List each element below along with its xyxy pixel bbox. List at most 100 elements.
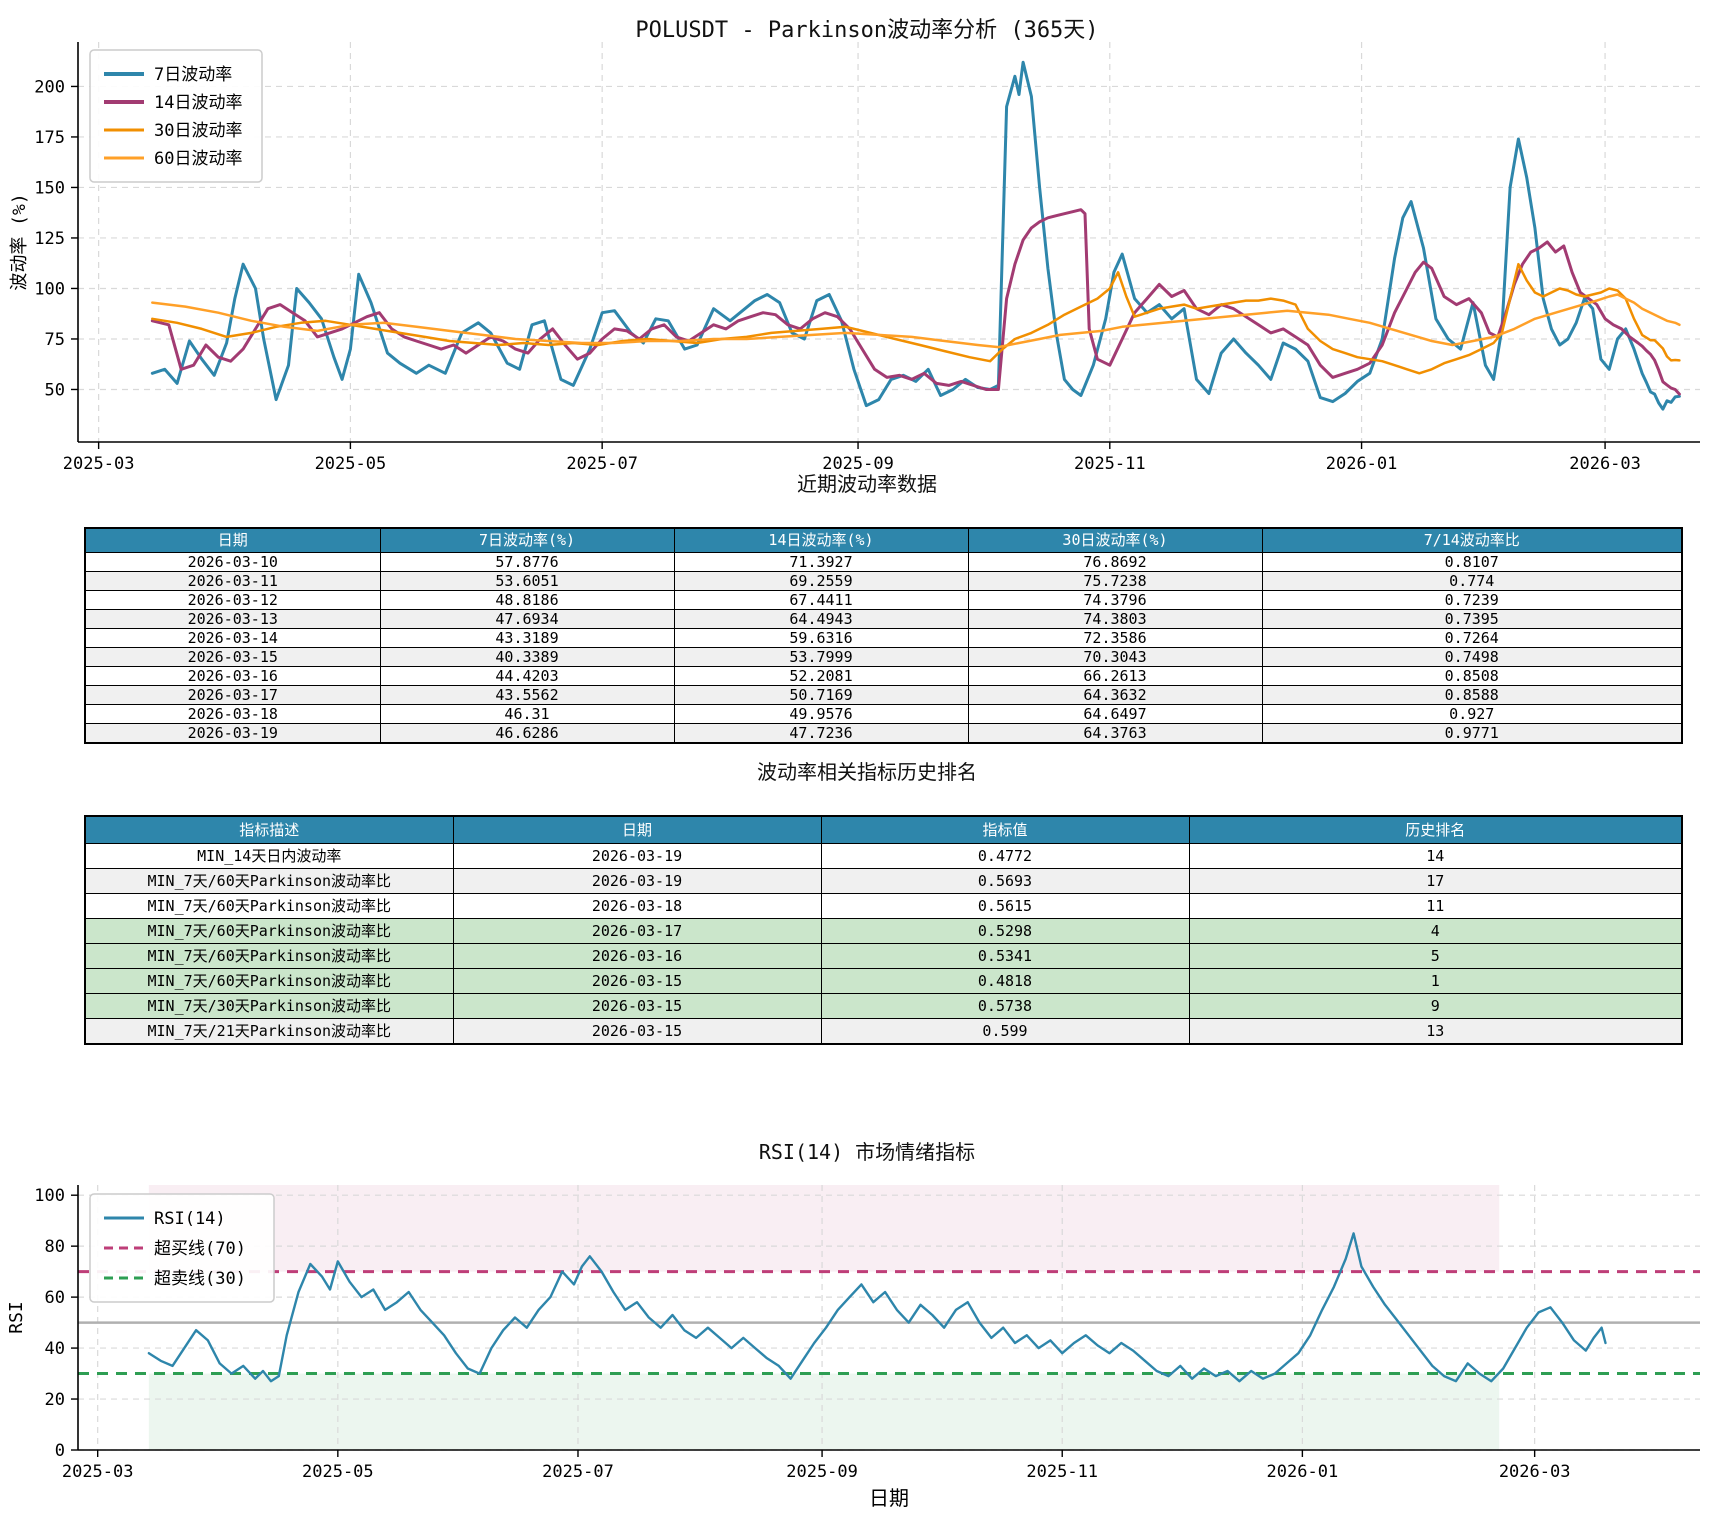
- table-cell: 0.8588: [1261, 685, 1683, 705]
- table-row: MIN_7天/60天Parkinson波动率比 2026-03-16 0.5341 5: [84, 943, 1683, 969]
- table-row: 2026-03-10 57.8776 71.3927 76.8692 0.8107: [84, 552, 1683, 572]
- y-tick-label: 100: [34, 1186, 65, 1206]
- table-cell: 2026-03-16: [84, 666, 381, 686]
- y-tick-label: 80: [45, 1237, 65, 1257]
- table-cell: 66.2613: [967, 666, 1263, 686]
- table-cell: 64.6497: [967, 704, 1263, 724]
- table-cell: 76.8692: [967, 552, 1263, 572]
- table-cell: MIN_14天日内波动率: [84, 843, 454, 869]
- table-cell: 2026-03-18: [84, 704, 381, 724]
- table-row: 2026-03-16 44.4203 52.2081 66.2613 0.8508: [84, 666, 1683, 686]
- table-cell: 74.3796: [967, 590, 1263, 610]
- table-cell: 0.8508: [1261, 666, 1683, 686]
- table-cell: 46.6286: [379, 723, 675, 744]
- legend-box: [89, 1193, 275, 1303]
- column-header: 日期: [84, 527, 381, 553]
- indicator-ranking-section-title: 波动率相关指标历史排名: [757, 760, 977, 784]
- table-cell: 46.31: [379, 704, 675, 724]
- table-cell: 2026-03-14: [84, 628, 381, 648]
- table-cell: 0.599: [820, 1018, 1190, 1045]
- table-cell: 44.4203: [379, 666, 675, 686]
- table-cell: 64.4943: [673, 609, 969, 629]
- x-tick-label: 2025-03: [63, 454, 135, 470]
- series-line-1: [150, 208, 1681, 396]
- table-row: MIN_14天日内波动率 2026-03-19 0.4772 14: [84, 843, 1683, 869]
- table-row: MIN_7天/60天Parkinson波动率比 2026-03-18 0.5615 1…: [84, 893, 1683, 919]
- table-cell: 2026-03-15: [452, 1018, 822, 1045]
- table-cell: 2026-03-15: [452, 968, 822, 994]
- table-cell: 74.3803: [967, 609, 1263, 629]
- table-cell: 1: [1188, 968, 1683, 994]
- y-axis-label: RSI: [6, 1301, 27, 1334]
- table-cell: 49.9576: [673, 704, 969, 724]
- series-line-0: [147, 1232, 1607, 1383]
- table-cell: 0.4772: [820, 843, 1190, 869]
- table-cell: 2026-03-10: [84, 552, 381, 572]
- table-cell: 50.7169: [673, 685, 969, 705]
- table-row: 2026-03-15 40.3389 53.7999 70.3043 0.7498: [84, 647, 1683, 667]
- table-cell: 40.3389: [379, 647, 675, 667]
- table-cell: 4: [1188, 918, 1683, 944]
- table-cell: 2026-03-13: [84, 609, 381, 629]
- legend-label: RSI(14): [154, 1209, 226, 1229]
- legend-label: 30日波动率: [154, 121, 242, 141]
- series-line-2: [151, 262, 1681, 375]
- table-cell: 2026-03-11: [84, 571, 381, 591]
- table-row: MIN_7天/21天Parkinson波动率比 2026-03-15 0.599 13: [84, 1018, 1683, 1045]
- table-cell: 2026-03-17: [452, 918, 822, 944]
- table-cell: 48.8186: [379, 590, 675, 610]
- x-tick-label: 2025-05: [302, 1462, 374, 1482]
- table-row: 2026-03-19 46.6286 47.7236 64.3763 0.9771: [84, 723, 1683, 744]
- table-cell: 14: [1188, 843, 1683, 869]
- table-cell: 2026-03-15: [452, 993, 822, 1019]
- column-header: 14日波动率(%): [673, 527, 969, 553]
- table-cell: 2026-03-19: [452, 843, 822, 869]
- x-tick-label: 2026-01: [1326, 454, 1398, 470]
- volatility-chart: 50 75 100 125 150 175 200 2025-03 2025-05 2025-07…: [9, 42, 1700, 470]
- column-header: 30日波动率(%): [967, 527, 1263, 553]
- series-line-0: [150, 60, 1681, 411]
- y-tick-label: 20: [45, 1390, 65, 1410]
- table-cell: MIN_7天/60天Parkinson波动率比: [84, 918, 454, 944]
- y-tick-label: 75: [45, 330, 65, 350]
- table-row: 2026-03-11 53.6051 69.2559 75.7238 0.774: [84, 571, 1683, 591]
- table-cell: 53.7999: [673, 647, 969, 667]
- table-row: MIN_7天/60天Parkinson波动率比 2026-03-19 0.5693 1…: [84, 868, 1683, 894]
- y-tick-label: 175: [34, 128, 65, 148]
- table-cell: MIN_7天/21天Parkinson波动率比: [84, 1018, 454, 1045]
- table-cell: MIN_7天/30天Parkinson波动率比: [84, 993, 454, 1019]
- y-tick-label: 150: [34, 178, 65, 198]
- legend: RSI(14) 超买线(70) 超卖线(30): [89, 1193, 275, 1303]
- x-tick-label: 2025-03: [62, 1462, 134, 1482]
- table-row: 2026-03-12 48.8186 67.4411 74.3796 0.7239: [84, 590, 1683, 610]
- rsi-chart-title: RSI(14) 市场情绪指标: [758, 1140, 976, 1164]
- legend-label: 超买线(70): [154, 1239, 246, 1259]
- table-cell: 0.5693: [820, 868, 1190, 894]
- table-cell: MIN_7天/60天Parkinson波动率比: [84, 893, 454, 919]
- table-cell: 47.6934: [379, 609, 675, 629]
- volatility-chart-title: POLUSDT - Parkinson波动率分析 (365天): [635, 18, 1099, 43]
- x-tick-label: 2026-01: [1267, 1462, 1339, 1482]
- y-tick-label: 100: [34, 279, 65, 299]
- table-cell: 43.5562: [379, 685, 675, 705]
- table-row: 2026-03-18 46.31 49.9576 64.6497 0.927: [84, 704, 1683, 724]
- legend-label: 60日波动率: [154, 149, 242, 169]
- x-axis-label: 日期: [869, 1486, 909, 1510]
- table-cell: 0.5298: [820, 918, 1190, 944]
- rsi-chart: 0 20 40 60 80 100 2025-03 2025-05 2025-07 2025-09…: [6, 1185, 1700, 1510]
- table-cell: 0.4818: [820, 968, 1190, 994]
- table-cell: 2026-03-18: [452, 893, 822, 919]
- threshold-band: [148, 1373, 1500, 1450]
- x-tick-label: 2025-11: [1074, 454, 1146, 470]
- table-cell: 43.3189: [379, 628, 675, 648]
- legend-label: 7日波动率: [154, 65, 232, 85]
- indicator-ranking-table-wrap: 指标描述 日期 指标值 历史排名 MIN_14天日内波动率 2026-03-19 0.477…: [84, 815, 1683, 1045]
- y-tick-label: 0: [55, 1441, 65, 1461]
- table-cell: 2026-03-16: [452, 943, 822, 969]
- y-axis-label: 波动率 (%): [9, 193, 30, 290]
- x-tick-label: 2025-05: [315, 454, 387, 470]
- table-cell: 64.3632: [967, 685, 1263, 705]
- table-cell: 0.9771: [1261, 723, 1683, 744]
- table-cell: 72.3586: [967, 628, 1263, 648]
- table-cell: MIN_7天/60天Parkinson波动率比: [84, 968, 454, 994]
